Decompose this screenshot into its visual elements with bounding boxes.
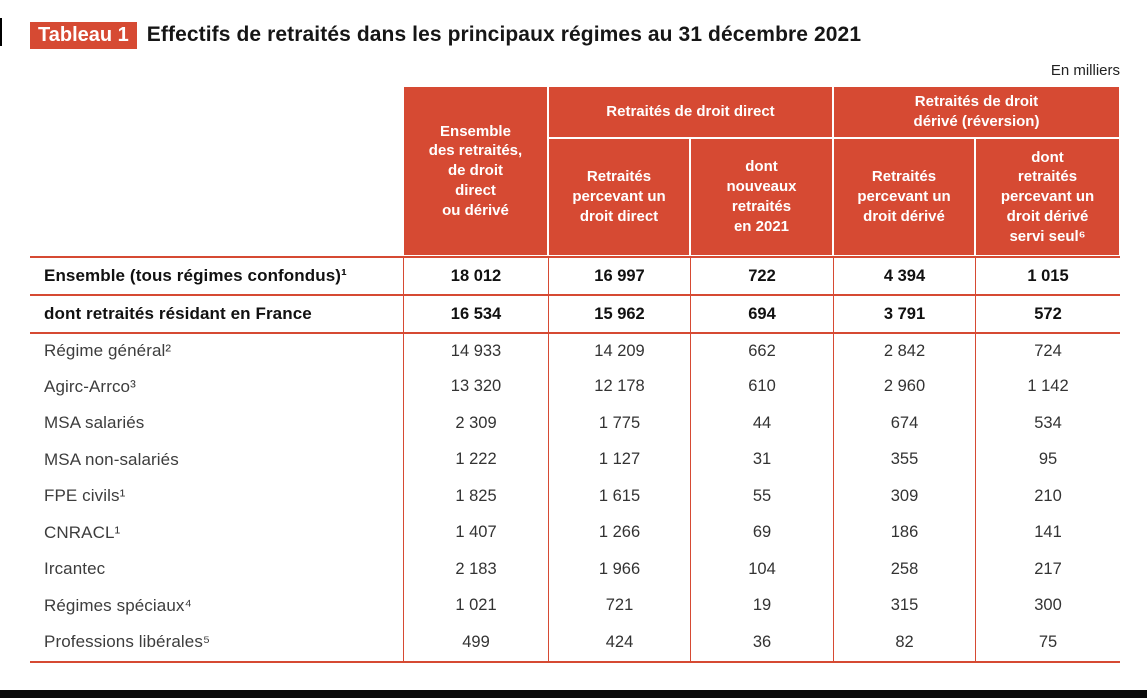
cell-value: 31: [690, 441, 833, 478]
header-sub-percevant-direct: Retraités percevant un droit direct: [548, 138, 690, 256]
cell-value: 210: [975, 478, 1120, 515]
cell-value: 258: [833, 551, 975, 588]
row-label: MSA salariés: [44, 413, 145, 433]
cell-value: 1 021: [403, 587, 548, 624]
cell-value: 424: [548, 624, 690, 661]
row-label: MSA non-salariés: [44, 449, 179, 469]
table-body: Ensemble (tous régimes confondus)¹ 18 01…: [30, 256, 1120, 663]
row-label: Agirc-Arrco³: [44, 376, 136, 396]
table-row: Agirc-Arrco³ 13 320 12 178 610 2 960 1 1…: [30, 368, 1120, 405]
table-row: Régime général² 14 933 14 209 662 2 842 …: [30, 332, 1120, 369]
cell-value: 69: [690, 514, 833, 551]
table-row: Professions libérales⁵ 499 424 36 82 75: [30, 624, 1120, 661]
cell-value: 1 127: [548, 441, 690, 478]
cell-value: 2 309: [403, 405, 548, 442]
cell-value: 44: [690, 405, 833, 442]
table-title-row: Tableau 1 Effectifs de retraités dans le…: [30, 18, 1120, 52]
cell-value: 674: [833, 405, 975, 442]
table-row-ensemble: Ensemble (tous régimes confondus)¹ 18 01…: [30, 256, 1120, 294]
cell-value: 1 266: [548, 514, 690, 551]
header-sub-derive-servi-seul: dont retraités percevant un droit dérivé…: [975, 138, 1120, 256]
cell-value: 1 142: [975, 368, 1120, 405]
cell-value: 16 534: [403, 296, 548, 332]
cell-value: 3 791: [833, 296, 975, 332]
table-number-badge: Tableau 1: [30, 21, 137, 49]
cell-value: 315: [833, 587, 975, 624]
row-label: Régimes spéciaux⁴: [44, 595, 192, 615]
cell-value: 1 015: [975, 258, 1120, 294]
page-bottom-edge: [0, 690, 1147, 698]
cell-value: 1 615: [548, 478, 690, 515]
cell-value: 13 320: [403, 368, 548, 405]
cell-value: 36: [690, 624, 833, 661]
cell-value: 572: [975, 296, 1120, 332]
unit-label: En milliers: [1050, 62, 1120, 79]
table-row: MSA salariés 2 309 1 775 44 674 534: [30, 405, 1120, 442]
document-page: Tableau 1 Effectifs de retraités dans le…: [0, 18, 1120, 663]
row-label: Professions libérales⁵: [44, 632, 211, 652]
cell-value: 217: [975, 551, 1120, 588]
cell-value: 2 960: [833, 368, 975, 405]
cell-value: 75: [975, 624, 1120, 661]
cell-value: 16 997: [548, 258, 690, 294]
cell-value: 19: [690, 587, 833, 624]
cell-value: 721: [548, 587, 690, 624]
cell-value: 55: [690, 478, 833, 515]
table-row: Régimes spéciaux⁴ 1 021 721 19 315 300: [30, 587, 1120, 624]
table-row: CNRACL¹ 1 407 1 266 69 186 141: [30, 514, 1120, 551]
cell-value: 694: [690, 296, 833, 332]
cell-value: 82: [833, 624, 975, 661]
table-row-france: dont retraités résidant en France 16 534…: [30, 294, 1120, 332]
cell-value: 15 962: [548, 296, 690, 332]
cell-value: 2 842: [833, 334, 975, 369]
row-label: dont retraités résidant en France: [44, 304, 312, 323]
cell-value: 662: [690, 334, 833, 369]
cell-value: 104: [690, 551, 833, 588]
cell-value: 1 966: [548, 551, 690, 588]
table-header: Ensemble des retraités, de droit direct …: [30, 86, 1120, 256]
header-empty-cell: [30, 86, 403, 138]
table-row: MSA non-salariés 1 222 1 127 31 355 95: [30, 441, 1120, 478]
row-label: Ensemble (tous régimes confondus)¹: [44, 266, 347, 285]
cell-value: 610: [690, 368, 833, 405]
table-row: FPE civils¹ 1 825 1 615 55 309 210: [30, 478, 1120, 515]
header-group-droit-derive: Retraités de droit dérivé (réversion): [833, 86, 1120, 138]
cell-value: 186: [833, 514, 975, 551]
cell-value: 1 775: [548, 405, 690, 442]
header-sub-percevant-derive: Retraités percevant un droit dérivé: [833, 138, 975, 256]
cell-value: 12 178: [548, 368, 690, 405]
cell-value: 1 407: [403, 514, 548, 551]
cell-value: 18 012: [403, 258, 548, 294]
row-label: Ircantec: [44, 559, 106, 579]
page-title: Effectifs de retraités dans les principa…: [146, 23, 862, 46]
header-group-droit-direct: Retraités de droit direct: [548, 86, 833, 138]
row-label: FPE civils¹: [44, 486, 126, 506]
cell-value: 2 183: [403, 551, 548, 588]
row-label: Régime général²: [44, 341, 172, 361]
page-edge-mark: [0, 18, 2, 46]
cell-value: 1 222: [403, 441, 548, 478]
cell-value: 1 825: [403, 478, 548, 515]
cell-value: 499: [403, 624, 548, 661]
cell-value: 4 394: [833, 258, 975, 294]
header-sub-nouveaux-2021: dont nouveaux retraités en 2021: [690, 138, 833, 256]
cell-value: 14 933: [403, 334, 548, 369]
cell-value: 724: [975, 334, 1120, 369]
cell-value: 534: [975, 405, 1120, 442]
cell-value: 141: [975, 514, 1120, 551]
cell-value: 722: [690, 258, 833, 294]
cell-value: 300: [975, 587, 1120, 624]
cell-value: 355: [833, 441, 975, 478]
cell-value: 95: [975, 441, 1120, 478]
cell-value: 309: [833, 478, 975, 515]
header-col-ensemble: Ensemble des retraités, de droit direct …: [403, 86, 548, 256]
row-label: CNRACL¹: [44, 522, 121, 542]
cell-value: 14 209: [548, 334, 690, 369]
table-row: Ircantec 2 183 1 966 104 258 217: [30, 551, 1120, 588]
